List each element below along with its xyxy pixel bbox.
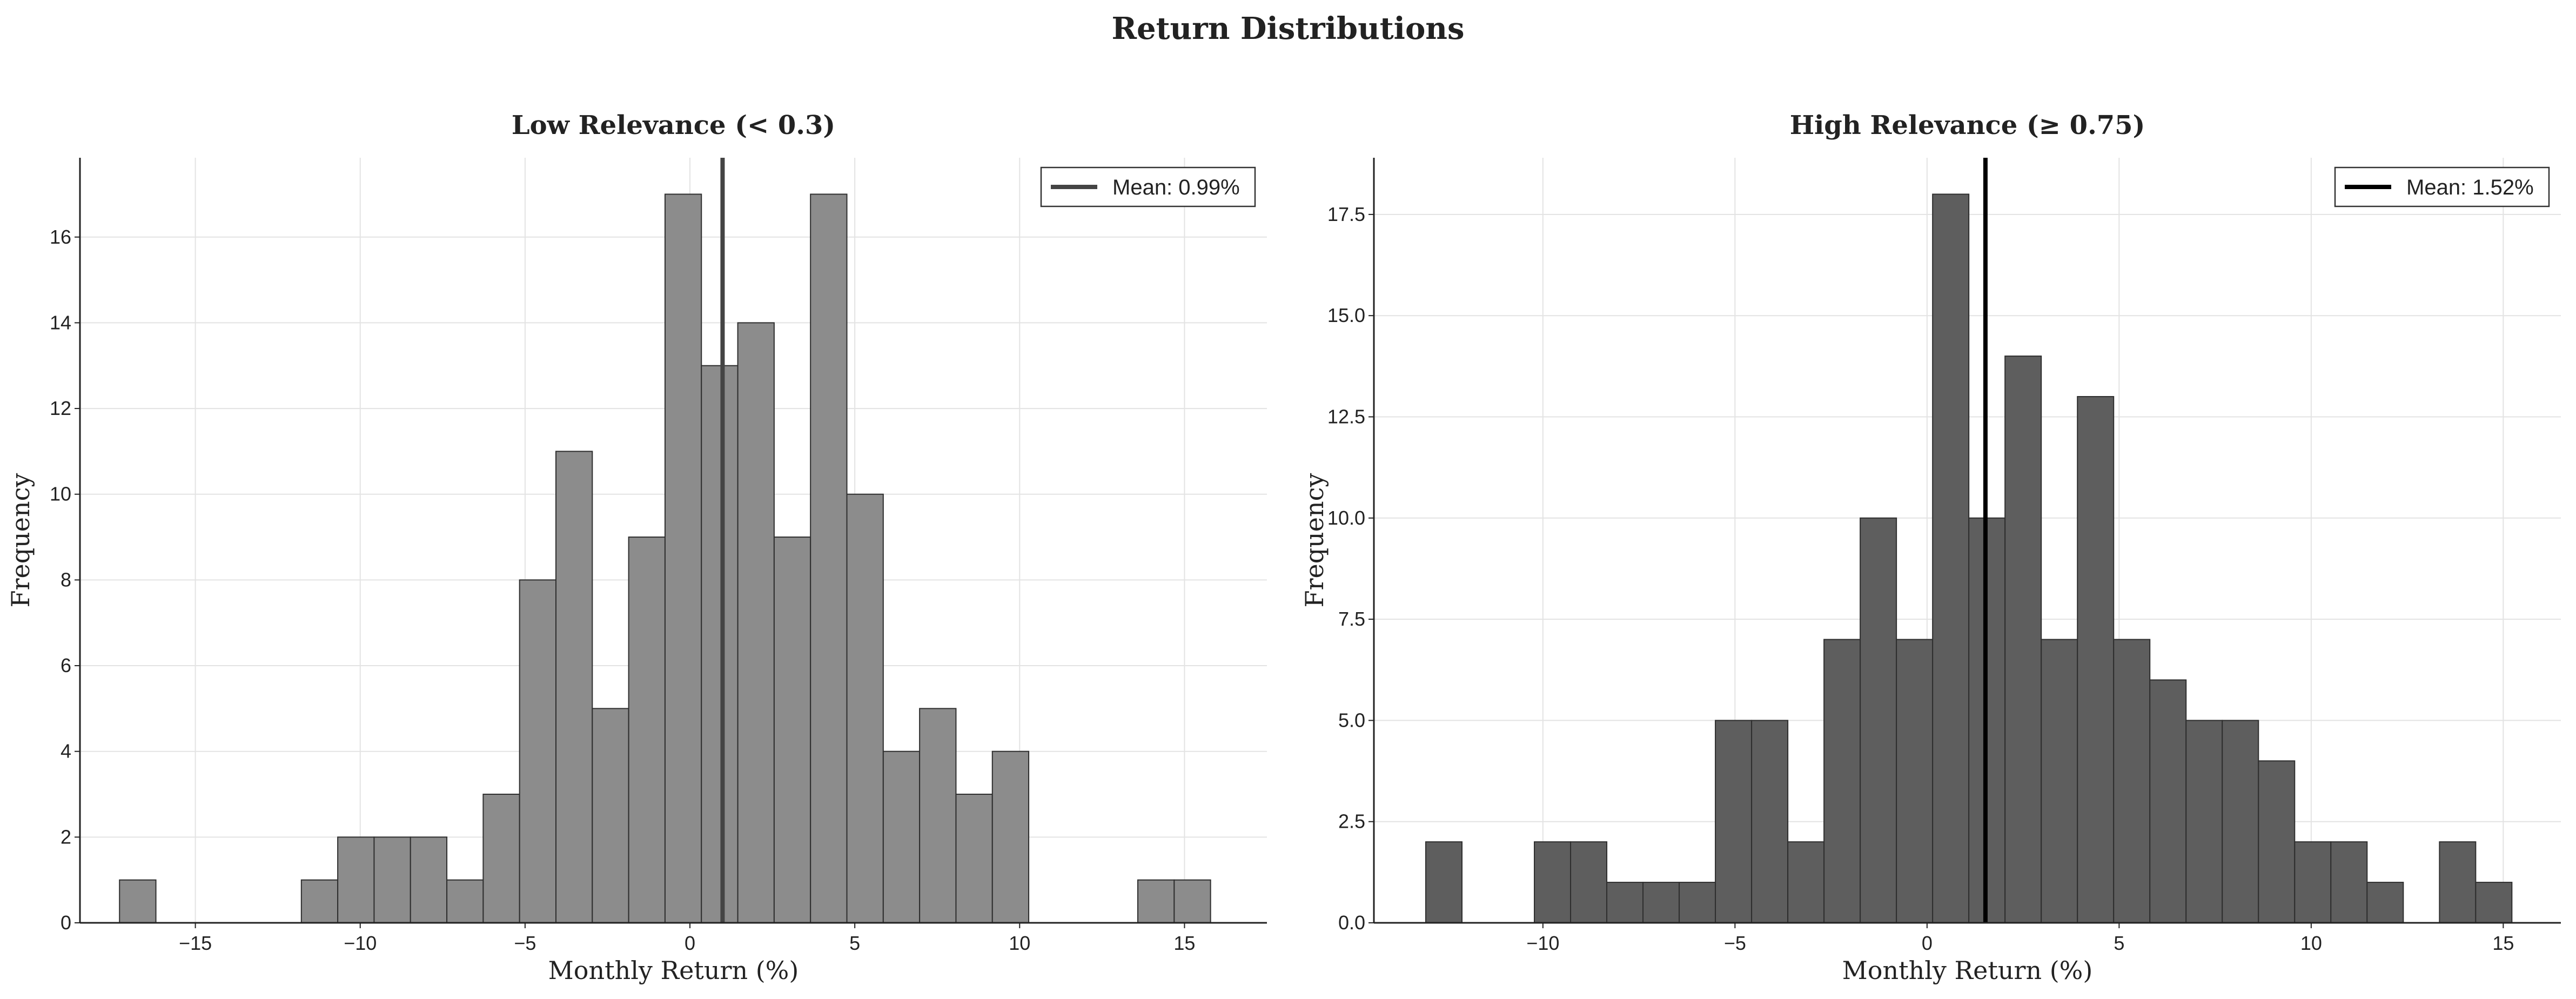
high-histogram-bar <box>2041 639 2078 923</box>
high-y-tick-label: 17.5 <box>1327 203 1365 225</box>
low-histogram-bar <box>337 836 375 923</box>
high-histogram-bar <box>1715 720 1753 924</box>
high-histogram-bar <box>1751 720 1789 924</box>
low-x-axis-label: Monthly Return (%) <box>548 956 799 985</box>
low-relevance-panel: −15 −10 −5 0 5 10 15 0 2 4 6 8 10 12 14 16 Low Relevance… <box>6 110 1267 985</box>
low-histogram-bar <box>410 836 448 923</box>
high-x-axis-label: Monthly Return (%) <box>1842 956 2093 985</box>
low-legend-label: Mean: 0.99% <box>1112 176 1240 199</box>
high-histogram-bar <box>2294 841 2332 923</box>
low-y-tick-label: 10 <box>50 483 71 505</box>
low-y-tick-label: 0 <box>61 911 71 934</box>
high-histogram-bar <box>1896 639 1934 923</box>
high-y-tick-label: 15.0 <box>1327 304 1365 326</box>
high-histogram-bar <box>2185 720 2223 924</box>
low-histogram-bar <box>919 708 957 923</box>
figure-title: Return Distributions <box>1111 11 1464 46</box>
low-x-tick-label: −15 <box>179 932 212 954</box>
high-y-tick-label: 12.5 <box>1327 405 1365 427</box>
high-y-tick-label: 0.0 <box>1338 911 1365 934</box>
high-histogram-bar <box>2330 841 2368 923</box>
high-histogram-bar <box>2439 841 2477 923</box>
high-histogram-bar <box>1642 882 1680 923</box>
low-histogram-bar <box>701 365 739 923</box>
low-y-tick-label: 12 <box>50 397 71 419</box>
high-x-tick-label: −10 <box>1526 932 1559 954</box>
low-x-tick-label: −10 <box>344 932 377 954</box>
low-histogram-bar <box>737 322 775 923</box>
low-y-tick-label: 6 <box>61 654 71 676</box>
high-histogram-bar <box>1534 841 1572 923</box>
high-histogram-bar <box>1860 517 1897 923</box>
low-histogram-bar <box>810 193 848 923</box>
low-histogram-bar <box>446 879 484 923</box>
high-panel-title: High Relevance (≥ 0.75) <box>1790 110 2145 140</box>
low-histogram-bar <box>1173 879 1211 923</box>
high-y-axis-label: Frequency <box>1300 473 1329 608</box>
low-x-tick-label: 15 <box>1173 932 1195 954</box>
high-histogram-bar <box>2113 639 2151 923</box>
high-x-tick-label: 15 <box>2492 932 2514 954</box>
low-histogram-bar <box>119 879 157 923</box>
low-panel-title: Low Relevance (< 0.3) <box>512 110 835 140</box>
high-legend-label: Mean: 1.52% <box>2406 176 2534 199</box>
high-histogram-bar <box>2222 720 2259 924</box>
high-x-tick-label: 10 <box>2300 932 2322 954</box>
high-y-tick-label: 2.5 <box>1338 810 1365 833</box>
low-histogram-bar <box>882 750 921 923</box>
low-x-tick-label: 5 <box>849 932 860 954</box>
high-legend: Mean: 1.52% <box>2334 166 2550 207</box>
high-histogram-bar <box>1932 193 1970 923</box>
high-y-tick-label: 7.5 <box>1338 608 1365 630</box>
low-histogram-bar <box>955 794 993 924</box>
high-histogram-bar <box>2004 356 2042 923</box>
low-y-tick-label: 8 <box>61 568 71 591</box>
high-y-tick-label: 5.0 <box>1338 709 1365 731</box>
high-histogram-bar <box>1787 841 1825 923</box>
high-x-tick-label: 0 <box>1922 932 1933 954</box>
low-histogram-bar <box>846 493 884 923</box>
low-histogram-bar <box>519 579 556 923</box>
high-histogram-bar <box>2077 396 2115 923</box>
low-y-tick-label: 14 <box>50 311 71 333</box>
high-histogram-bar <box>1823 639 1861 923</box>
low-histogram-bar <box>373 836 411 923</box>
low-histogram-bar <box>482 794 520 924</box>
high-histogram-bar <box>1570 841 1608 923</box>
low-x-tick-label: 0 <box>685 932 695 954</box>
low-histogram-bar <box>300 879 339 923</box>
low-histogram-bar <box>664 193 702 923</box>
low-y-tick-label: 4 <box>61 740 71 762</box>
high-histogram-bar <box>2475 882 2513 923</box>
low-y-axis-label: Frequency <box>6 473 35 608</box>
low-histogram-bar <box>773 537 811 923</box>
high-y-tick-label: 10.0 <box>1327 507 1365 529</box>
high-histogram-bar <box>2149 679 2187 923</box>
high-relevance-panel: −10 −5 0 5 10 15 0.0 2.5 5.0 7.5 10.0 12.5 15.0 17.5 H… <box>1300 110 2561 985</box>
low-histogram-bar <box>592 708 629 923</box>
high-histogram-bar <box>2258 760 2296 924</box>
low-histogram-bar <box>991 750 1030 923</box>
high-histogram-bar <box>1425 841 1463 923</box>
low-y-tick-label: 16 <box>50 226 71 248</box>
high-histogram-bar <box>1606 882 1644 923</box>
low-legend: Mean: 0.99% <box>1040 166 1256 207</box>
low-x-tick-label: −5 <box>514 932 536 954</box>
high-histogram-bar <box>2366 882 2404 923</box>
high-x-tick-label: 5 <box>2114 932 2124 954</box>
high-x-tick-label: −5 <box>1724 932 1746 954</box>
low-histogram-bar <box>555 451 593 923</box>
low-y-tick-label: 2 <box>61 826 71 848</box>
low-x-tick-label: 10 <box>1009 932 1030 954</box>
low-histogram-bar <box>1137 879 1175 923</box>
low-histogram-bar <box>628 537 666 923</box>
high-histogram-bar <box>1679 882 1716 923</box>
